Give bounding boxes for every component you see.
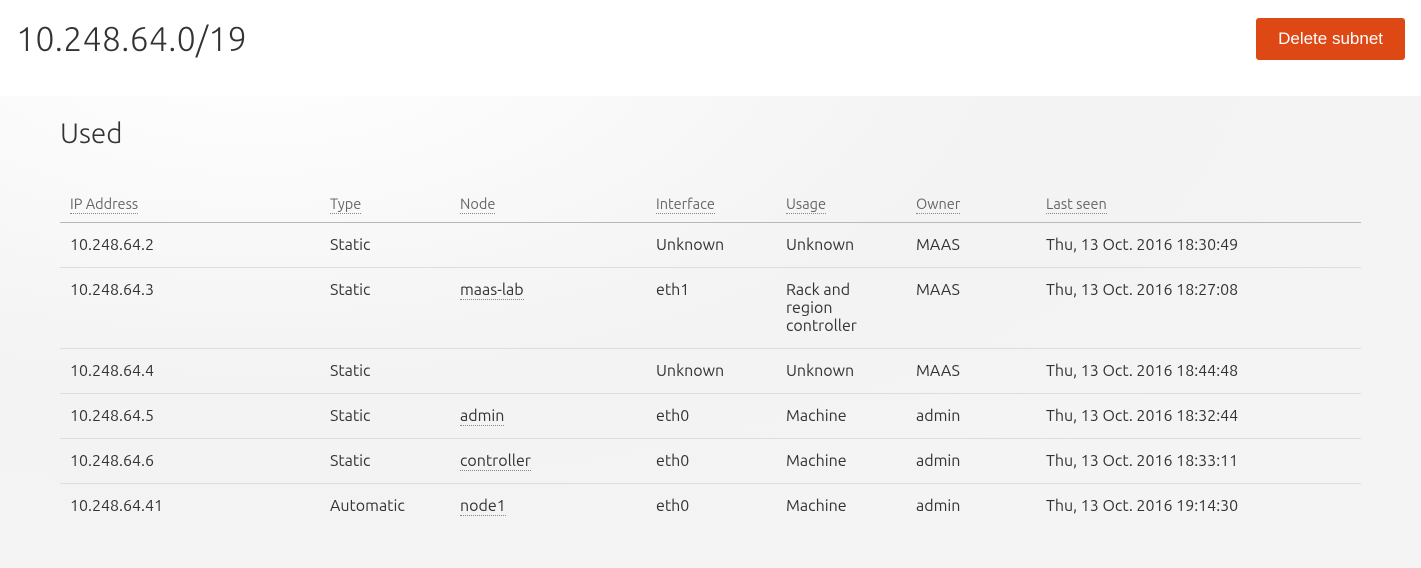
cell-node [450, 223, 646, 268]
col-header-type[interactable]: Type [320, 185, 450, 223]
cell-usage: Machine [776, 484, 906, 529]
cell-usage: Unknown [776, 349, 906, 394]
cell-last-seen: Thu, 13 Oct. 2016 18:44:48 [1036, 349, 1361, 394]
content-area: Used IP Address Type Node Interface Usag… [0, 96, 1421, 568]
cell-type: Static [320, 223, 450, 268]
cell-owner: admin [906, 439, 1036, 484]
table-row: 10.248.64.41Automatic node1 eth0Machineadm… [60, 484, 1361, 529]
cell-last-seen: Thu, 13 Oct. 2016 18:33:11 [1036, 439, 1361, 484]
col-header-owner-label: Owner [916, 195, 960, 214]
page-title: 10.248.64.0/19 [16, 20, 247, 58]
cell-usage: Rack and region controller [776, 268, 906, 349]
cell-node: maas-lab [450, 268, 646, 349]
used-ip-table: IP Address Type Node Interface Usage Own… [60, 185, 1361, 528]
section-title-used: Used [60, 114, 1361, 149]
cell-ip: 10.248.64.6 [60, 439, 320, 484]
col-header-last-seen-label: Last seen [1046, 195, 1107, 214]
cell-owner: MAAS [906, 349, 1036, 394]
col-header-ip[interactable]: IP Address [60, 185, 320, 223]
col-header-owner[interactable]: Owner [906, 185, 1036, 223]
cell-type: Static [320, 394, 450, 439]
cell-owner: MAAS [906, 268, 1036, 349]
col-header-node[interactable]: Node [450, 185, 646, 223]
cell-ip: 10.248.64.4 [60, 349, 320, 394]
node-link[interactable]: maas-lab [460, 281, 524, 300]
table-row: 10.248.64.5Staticadmineth0MachineadminTh… [60, 394, 1361, 439]
node-link[interactable]: node1 [460, 497, 506, 516]
cell-interface: eth0 [646, 484, 776, 529]
cell-node [450, 349, 646, 394]
cell-owner: admin [906, 394, 1036, 439]
cell-interface: Unknown [646, 223, 776, 268]
cell-node: node1 [450, 484, 646, 529]
table-row: 10.248.64.2StaticUnknownUnknownMAASThu, … [60, 223, 1361, 268]
cell-type: Static [320, 439, 450, 484]
cell-usage: Unknown [776, 223, 906, 268]
cell-interface: Unknown [646, 349, 776, 394]
col-header-node-label: Node [460, 195, 495, 214]
cell-ip: 10.248.64.41 [60, 484, 320, 529]
col-header-last-seen[interactable]: Last seen [1036, 185, 1361, 223]
table-row: 10.248.64.3Static maas-lab eth1Rack and re… [60, 268, 1361, 349]
cell-type: Static [320, 349, 450, 394]
col-header-interface[interactable]: Interface [646, 185, 776, 223]
cell-last-seen: Thu, 13 Oct. 2016 18:27:08 [1036, 268, 1361, 349]
table-header-row: IP Address Type Node Interface Usage Own… [60, 185, 1361, 223]
cell-type: Automatic [320, 484, 450, 529]
col-header-usage-label: Usage [786, 195, 826, 214]
page-header: 10.248.64.0/19 Delete subnet [0, 0, 1421, 96]
cell-interface: eth1 [646, 268, 776, 349]
col-header-ip-label: IP Address [70, 195, 138, 214]
cell-owner: MAAS [906, 223, 1036, 268]
node-link[interactable]: admin [460, 407, 504, 426]
table-row: 10.248.64.6Static controller eth0Machinead… [60, 439, 1361, 484]
cell-ip: 10.248.64.2 [60, 223, 320, 268]
cell-owner: admin [906, 484, 1036, 529]
cell-usage: Machine [776, 394, 906, 439]
delete-subnet-button[interactable]: Delete subnet [1256, 18, 1405, 60]
col-header-usage[interactable]: Usage [776, 185, 906, 223]
cell-interface: eth0 [646, 439, 776, 484]
cell-type: Static [320, 268, 450, 349]
cell-last-seen: Thu, 13 Oct. 2016 19:14:30 [1036, 484, 1361, 529]
cell-interface: eth0 [646, 394, 776, 439]
table-row: 10.248.64.4StaticUnknownUnknownMAASThu, … [60, 349, 1361, 394]
cell-node: controller [450, 439, 646, 484]
cell-last-seen: Thu, 13 Oct. 2016 18:30:49 [1036, 223, 1361, 268]
node-link[interactable]: controller [460, 452, 531, 471]
cell-last-seen: Thu, 13 Oct. 2016 18:32:44 [1036, 394, 1361, 439]
cell-usage: Machine [776, 439, 906, 484]
cell-node: admin [450, 394, 646, 439]
col-header-type-label: Type [330, 195, 361, 214]
col-header-interface-label: Interface [656, 195, 715, 214]
cell-ip: 10.248.64.5 [60, 394, 320, 439]
cell-ip: 10.248.64.3 [60, 268, 320, 349]
